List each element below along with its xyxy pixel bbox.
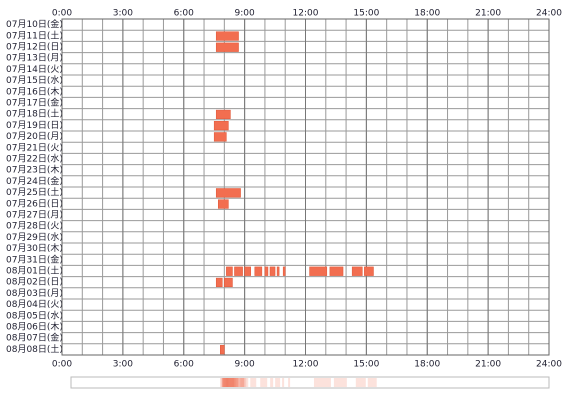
x-tick-label: 9:00	[235, 360, 255, 370]
heat-segment	[224, 378, 235, 387]
activity-block	[254, 266, 263, 276]
x-tick-label: 15:00	[353, 9, 379, 19]
x-tick-label: 3:00	[113, 360, 133, 370]
x-tick-label: 21:00	[475, 360, 501, 370]
y-tick-label: 07月25日(土)	[6, 186, 63, 198]
heat-segment	[230, 378, 239, 387]
y-tick-label: 07月11日(土)	[6, 29, 63, 41]
activity-block	[234, 266, 243, 276]
x-tick-label: 12:00	[293, 360, 319, 370]
heat-segment	[313, 378, 331, 387]
activity-block	[213, 121, 229, 131]
heat-segment	[355, 378, 366, 387]
y-tick-label: 07月26日(日)	[6, 198, 63, 209]
x-tick-label: 18:00	[414, 360, 440, 370]
heat-strip-frame	[70, 376, 550, 389]
y-tick-label: 07月27日(月)	[6, 210, 63, 221]
plot-frame	[61, 18, 550, 356]
y-tick-label: 07月17日(金)	[6, 97, 63, 109]
y-tick-label: 08月08日(土)	[6, 343, 63, 355]
activity-block	[224, 277, 233, 288]
x-tick-label: 6:00	[174, 360, 194, 370]
y-tick-label: 08月06日(木)	[6, 321, 63, 333]
y-tick-label: 08月03日(月)	[6, 288, 63, 299]
heat-segment	[226, 378, 231, 387]
y-tick-label: 07月16日(木)	[6, 85, 63, 97]
heat-segment	[250, 378, 257, 387]
y-tick-label: 07月22日(水)	[6, 153, 63, 165]
activity-block	[364, 266, 374, 276]
activity-block	[220, 345, 225, 355]
y-tick-label: 07月28日(火)	[6, 221, 63, 232]
heat-segment	[222, 378, 245, 387]
y-tick-label: 08月07日(金)	[6, 332, 63, 344]
heat-segment	[333, 378, 347, 387]
heat-segment	[270, 378, 274, 387]
y-tick-label: 08月05日(水)	[6, 309, 63, 321]
activity-block	[215, 31, 239, 41]
heat-segment	[222, 378, 229, 387]
activity-block	[215, 42, 239, 52]
x-tick-label: 0:00	[52, 9, 72, 19]
y-tick-label: 07月14日(火)	[6, 64, 63, 75]
y-tick-label: 07月18日(土)	[6, 108, 63, 120]
heat-segment	[260, 378, 268, 387]
heat-segment	[222, 378, 245, 387]
heat-segment	[275, 378, 281, 387]
activity-block	[215, 277, 223, 288]
activity-block	[264, 266, 269, 276]
activity-block	[244, 266, 251, 276]
x-tick-label: 0:00	[52, 360, 72, 370]
y-tick-label: 08月01日(土)	[6, 265, 63, 277]
y-tick-label: 08月02日(日)	[6, 277, 63, 288]
heat-segment	[240, 378, 249, 387]
activity-block	[269, 266, 276, 276]
heat-segment	[232, 378, 239, 387]
activity-block	[226, 266, 233, 276]
heat-segment	[220, 378, 233, 387]
x-tick-label: 3:00	[113, 9, 133, 19]
x-tick-label: 18:00	[414, 9, 440, 19]
activity-block	[217, 199, 229, 209]
y-tick-label: 07月31日(金)	[6, 253, 63, 265]
y-tick-label: 07月23日(木)	[6, 164, 63, 176]
activity-block	[282, 266, 286, 276]
y-tick-label: 07月10日(金)	[6, 18, 63, 30]
x-tick-label: 12:00	[293, 9, 319, 19]
activity-block	[309, 266, 328, 276]
x-tick-label: 21:00	[475, 9, 501, 19]
activity-block	[351, 266, 363, 276]
x-tick-label: 9:00	[235, 9, 255, 19]
y-tick-label: 07月24日(金)	[6, 175, 63, 187]
heat-segment	[288, 378, 291, 387]
activity-block	[276, 266, 280, 276]
y-tick-label: 07月20日(月)	[6, 131, 63, 142]
heat-segment	[367, 378, 377, 387]
x-tick-label: 24:00	[536, 360, 562, 370]
activity-block	[213, 132, 227, 142]
y-tick-label: 08月04日(火)	[6, 299, 63, 310]
heat-segment	[222, 378, 247, 387]
y-tick-label: 07月15日(水)	[6, 74, 63, 86]
x-tick-label: 24:00	[536, 9, 562, 19]
activity-block	[329, 266, 344, 276]
y-tick-label: 07月12日(日)	[6, 42, 63, 53]
heat-segment	[222, 378, 237, 387]
y-tick-label: 07月30日(木)	[6, 242, 63, 254]
y-tick-label: 07月13日(月)	[6, 53, 63, 64]
x-tick-label: 6:00	[174, 9, 194, 19]
activity-block	[215, 188, 241, 198]
activity-block	[215, 109, 231, 120]
x-tick-label: 15:00	[353, 360, 379, 370]
heat-segment	[220, 378, 235, 387]
heat-segment	[282, 378, 285, 387]
y-tick-label: 07月29日(水)	[6, 231, 63, 243]
y-tick-label: 07月21日(火)	[6, 142, 63, 153]
y-tick-label: 07月19日(日)	[6, 120, 63, 131]
